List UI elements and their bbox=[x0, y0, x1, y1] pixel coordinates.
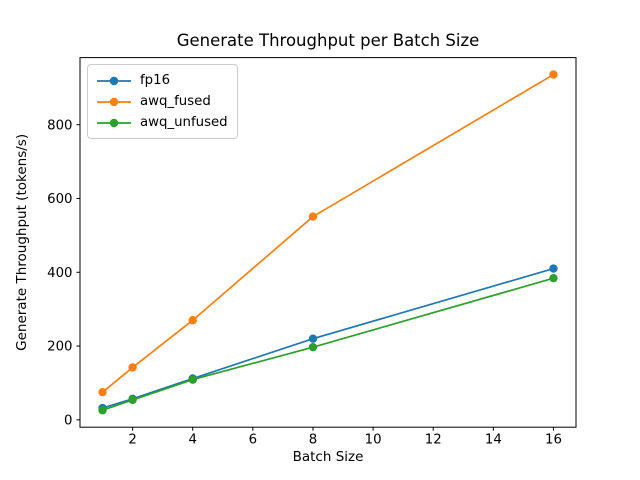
x-tick-label: 4 bbox=[188, 433, 196, 448]
x-tick-label: 14 bbox=[485, 433, 502, 448]
y-tick-label: 200 bbox=[47, 340, 72, 355]
data-point-awq_fused-2 bbox=[128, 363, 137, 372]
y-tick-label: 800 bbox=[47, 118, 72, 133]
x-tick-label: 6 bbox=[249, 433, 257, 448]
data-point-awq_unfused-2 bbox=[128, 395, 137, 405]
x-tick-label: 8 bbox=[309, 433, 317, 448]
data-point-awq_unfused-16 bbox=[549, 273, 558, 283]
y-tick-label: 0 bbox=[64, 413, 72, 428]
y-tick-label: 400 bbox=[47, 266, 72, 281]
data-point-awq_fused-1 bbox=[98, 387, 107, 397]
legend-line-marker-icon bbox=[97, 118, 131, 127]
data-point-fp16-16 bbox=[549, 264, 558, 273]
y-axis-label: Generate Throughput (tokens/s) bbox=[14, 134, 30, 351]
legend-line-marker-icon bbox=[97, 76, 131, 85]
legend-label: fp16 bbox=[140, 73, 171, 88]
data-point-awq_unfused-1 bbox=[98, 406, 107, 415]
series-markers-awq_unfused bbox=[98, 273, 558, 415]
data-point-fp16-8 bbox=[308, 334, 318, 343]
legend-label: awq_unfused bbox=[140, 115, 228, 130]
series-markers-awq_fused bbox=[98, 70, 558, 397]
legend-marker-sample bbox=[109, 76, 119, 85]
series-layer bbox=[98, 70, 558, 415]
legend-marker-sample bbox=[109, 118, 119, 127]
legend-item-awq_unfused: awq_unfused bbox=[97, 112, 228, 133]
axis-ticks: 2 4 6 8 10 12 14 16 0 200 400 600 800 bbox=[47, 118, 562, 447]
x-axis-label: Batch Size bbox=[293, 449, 364, 465]
data-point-awq_unfused-4 bbox=[188, 375, 197, 384]
x-tick-label: 16 bbox=[545, 433, 562, 448]
legend-item-awq_fused: awq_fused bbox=[97, 91, 228, 112]
data-point-awq_fused-4 bbox=[188, 316, 197, 325]
data-point-awq_unfused-8 bbox=[308, 342, 318, 352]
x-tick-label: 12 bbox=[425, 433, 442, 448]
x-tick-label: 2 bbox=[128, 433, 136, 448]
legend-line-marker-icon bbox=[97, 97, 131, 106]
data-point-awq_fused-8 bbox=[308, 212, 318, 221]
data-point-awq_fused-16 bbox=[549, 70, 558, 79]
chart-title: Generate Throughput per Batch Size bbox=[177, 31, 480, 50]
legend-label: awq_fused bbox=[140, 94, 211, 109]
legend-item-fp16: fp16 bbox=[97, 70, 228, 91]
x-tick-label: 10 bbox=[365, 433, 382, 448]
legend-marker-sample bbox=[109, 97, 119, 106]
y-tick-label: 600 bbox=[47, 192, 72, 207]
legend: fp16 awq_fused awq_unfused bbox=[87, 64, 238, 139]
